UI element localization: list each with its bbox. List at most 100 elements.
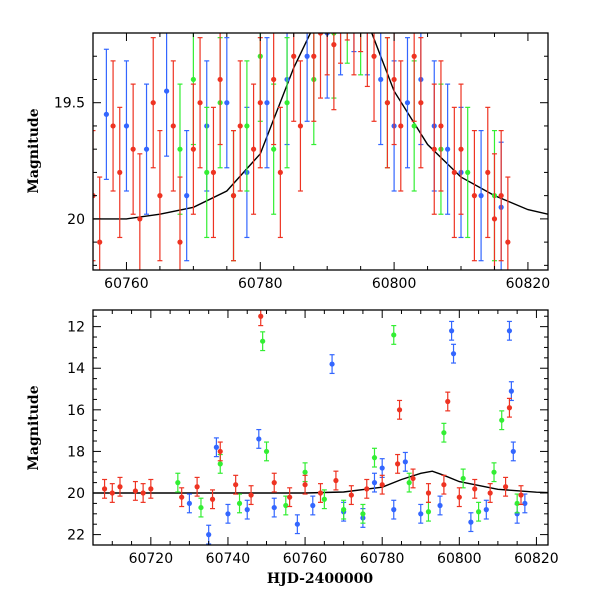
data-point: [398, 123, 404, 129]
top-plot-area: [93, 0, 548, 270]
data-point: [233, 482, 239, 488]
data-point: [445, 398, 451, 405]
data-point: [418, 511, 424, 517]
x-tick-label: 60740: [206, 551, 251, 567]
data-point: [117, 484, 123, 490]
data-point: [445, 146, 451, 152]
data-point: [364, 486, 370, 492]
data-point: [391, 332, 397, 338]
data-point: [157, 193, 163, 199]
bottom-axes: 60720 60740 60760 60780 60800 60820 12 14 16 18 20…: [67, 310, 559, 567]
data-point: [148, 486, 154, 492]
data-point: [101, 486, 108, 492]
data-point: [508, 388, 514, 394]
data-point: [213, 444, 219, 450]
data-point: [264, 100, 270, 106]
data-point: [311, 53, 317, 59]
data-point: [341, 507, 347, 513]
top-panel: 607606078060800608201919.520 Magnitude: [26, 0, 551, 292]
data-point: [186, 500, 192, 507]
data-point: [194, 484, 200, 490]
data-point: [384, 100, 391, 106]
data-point: [345, 0, 350, 1]
data-point: [277, 169, 283, 176]
data-point: [333, 477, 339, 484]
data-point: [371, 53, 377, 59]
data-point: [224, 100, 230, 106]
data-point: [137, 216, 143, 222]
x-tick-label: 60780: [238, 276, 283, 292]
data-point: [291, 53, 297, 59]
data-point: [438, 123, 444, 129]
x-tick-label: 60760: [283, 551, 328, 567]
data-point: [505, 239, 511, 245]
data-point: [425, 509, 432, 515]
data-point: [294, 521, 300, 527]
data-point: [465, 169, 471, 176]
data-point: [391, 507, 397, 513]
data-point: [175, 480, 181, 486]
data-point: [304, 53, 310, 59]
data-point: [244, 507, 250, 513]
data-point: [302, 469, 308, 475]
data-point: [225, 511, 231, 517]
data-point: [487, 490, 493, 496]
data-point: [468, 519, 474, 525]
data-point: [379, 465, 385, 471]
bottom-y-axis-label: Magnitude: [26, 385, 42, 470]
data-point: [177, 146, 183, 152]
data-point: [338, 0, 343, 1]
data-point: [365, 7, 370, 12]
x-tick-label: 60800: [437, 551, 482, 567]
data-point: [260, 338, 266, 344]
data-point: [518, 492, 524, 498]
data-point: [217, 461, 223, 467]
data-point: [236, 500, 243, 507]
data-point: [197, 100, 203, 106]
data-point: [248, 492, 254, 498]
data-point: [437, 502, 443, 509]
x-tick-label: 60760: [104, 276, 149, 292]
data-point: [365, 19, 370, 24]
data-point: [190, 76, 196, 83]
data-point: [237, 123, 243, 129]
x-tick-label: 60820: [506, 276, 551, 292]
data-point: [123, 123, 130, 129]
data-point: [329, 361, 335, 367]
data-point: [441, 430, 447, 436]
data-point: [97, 239, 103, 245]
data-point: [485, 169, 491, 176]
data-point: [130, 146, 136, 152]
data-point: [371, 455, 378, 461]
data-point: [198, 504, 204, 511]
y-tick-label: 22: [67, 528, 85, 544]
data-point: [256, 436, 262, 442]
data-point: [522, 500, 528, 507]
y-tick-label: 18: [67, 444, 85, 460]
data-point: [103, 111, 109, 117]
data-point: [310, 502, 316, 509]
data-point: [170, 123, 176, 129]
y-tick-label: 19.5: [54, 96, 85, 112]
data-point: [210, 169, 217, 176]
data-point: [396, 407, 403, 413]
top-y-axis-label: Magnitude: [26, 108, 42, 193]
data-point: [283, 502, 289, 509]
data-point: [109, 490, 115, 496]
data-point: [338, 7, 343, 12]
data-point: [506, 405, 513, 411]
data-point: [458, 146, 464, 152]
data-point: [258, 313, 264, 319]
data-point: [321, 496, 327, 502]
y-tick-label: 12: [67, 320, 85, 336]
x-tick-label: 60720: [129, 551, 174, 567]
top-axes: 607606078060800608201919.520: [54, 32, 551, 292]
bottom-frame: [92, 309, 549, 546]
data-point: [250, 146, 257, 152]
bottom-panel: 60720 60740 60760 60780 60800 60820 12 14 16 18 20…: [26, 309, 559, 587]
data-point: [297, 123, 304, 129]
data-point: [217, 76, 223, 83]
data-point: [331, 42, 337, 48]
data-point: [287, 494, 293, 500]
